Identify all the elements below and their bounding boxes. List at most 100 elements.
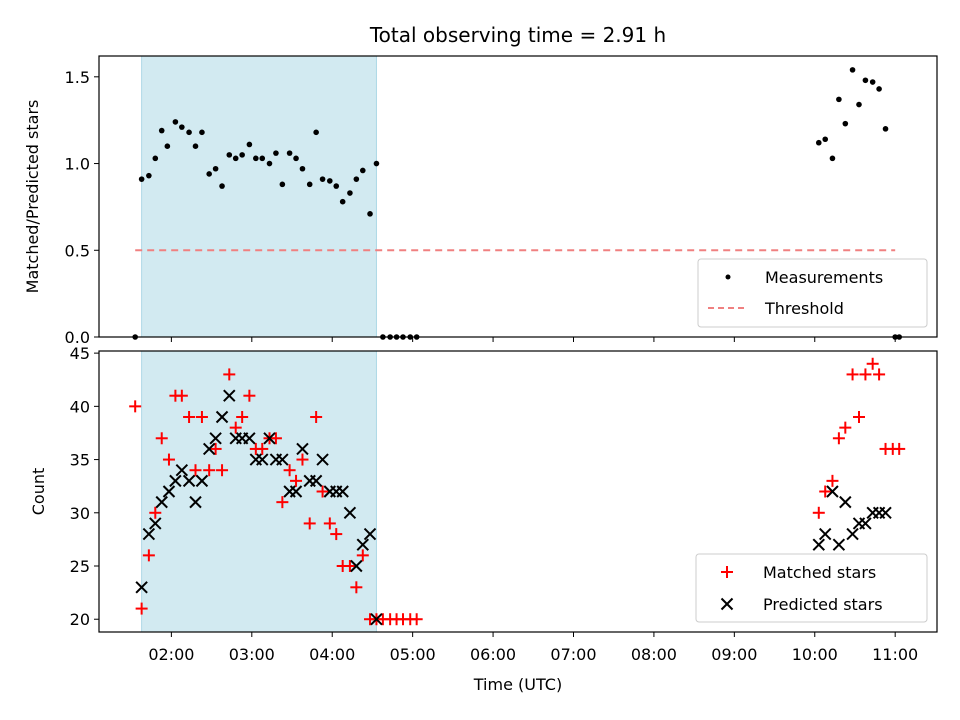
predicted-star-point: [309, 474, 323, 488]
y-tick-label: 1.5: [65, 68, 90, 87]
legend-matched-marker: [721, 566, 733, 578]
measurement-point: [333, 183, 340, 189]
x-tick-label: 10:00: [792, 645, 838, 664]
x-tick-label: 08:00: [631, 645, 677, 664]
count-panel: 20 25 30 35 40 45 02:00 03:00 04:00 05:00 06:00 07…: [29, 344, 938, 694]
measurement-point: [199, 129, 205, 136]
predicted-star-point: [243, 432, 256, 445]
count-panel-ylabel: Count: [29, 468, 48, 516]
measurement-point: [259, 155, 266, 162]
measurement-point: [353, 176, 360, 182]
measurement-point: [856, 101, 862, 108]
measurement-point: [212, 165, 219, 172]
predicted-star-point: [223, 389, 236, 402]
measurement-point: [164, 143, 171, 149]
x-axis-label: Time (UTC): [473, 675, 562, 694]
matched-star-point: [859, 368, 872, 381]
predicted-star-point: [336, 485, 349, 498]
measurement-point: [206, 171, 212, 177]
matched-star-point: [819, 485, 832, 498]
matched-star-point: [183, 410, 196, 423]
matched-star-point: [135, 602, 148, 615]
predicted-star-point: [859, 517, 872, 530]
predicted-star-point: [276, 453, 289, 466]
matched-star-point: [873, 368, 886, 381]
matched-star-point: [229, 421, 242, 434]
measurement-point: [869, 79, 876, 85]
x-tick-label: 04:00: [309, 645, 355, 664]
measurement-point: [306, 181, 313, 188]
legend-predicted-marker: [720, 597, 734, 611]
measurement-point: [299, 165, 306, 172]
y-tick-label: 0.0: [65, 328, 90, 347]
measurement-point: [186, 129, 192, 136]
y-tick-label: 25: [70, 557, 90, 576]
matched-star-point: [290, 474, 303, 487]
measurement-point: [152, 155, 159, 162]
matched-star-point: [316, 485, 329, 498]
measurement-point: [829, 155, 836, 162]
legend-measurement-marker: [725, 274, 731, 280]
predicted-star-point: [215, 410, 229, 424]
matched-star-point: [236, 410, 249, 423]
matched-star-point: [310, 410, 323, 423]
count-panel-legend: Matched stars Predicted stars: [695, 553, 928, 623]
matched-star-point: [223, 368, 236, 381]
measurement-point: [862, 77, 869, 84]
measurement-point: [253, 155, 259, 162]
matched-star-point: [155, 432, 168, 445]
predicted-star-point: [343, 506, 357, 519]
measurement-point: [882, 126, 889, 132]
matched-star-point: [893, 442, 906, 455]
measurement-point: [876, 86, 882, 92]
matched-star-point: [852, 410, 865, 423]
legend-matched-plus: [721, 566, 733, 578]
y-tick-label: 20: [70, 610, 90, 629]
matched-star-point: [303, 517, 316, 530]
matched-star-point: [826, 474, 839, 487]
matched-star-point: [129, 400, 142, 413]
legend-matched-label: Matched stars: [763, 563, 876, 582]
x-tick-label: 07:00: [550, 645, 596, 664]
predicted-star-point: [839, 495, 852, 509]
measurement-point: [158, 127, 165, 134]
measurement-point: [146, 172, 152, 179]
observing-window-shade-bottom: [141, 350, 377, 633]
x-tick-label: 02:00: [148, 645, 194, 664]
predicted-star-point: [149, 517, 162, 530]
measurement-point: [172, 119, 179, 125]
legend-predicted-label: Predicted stars: [763, 595, 883, 614]
predicted-star-points: [135, 389, 892, 626]
matched-star-points: [129, 357, 906, 626]
predicted-star-point: [202, 442, 216, 456]
predicted-star-point: [370, 613, 383, 626]
predicted-star-point: [162, 485, 176, 498]
ratio-panel-ylabel: Matched/Predicted stars: [23, 100, 42, 294]
measurement-point: [226, 152, 233, 158]
matched-star-point: [203, 464, 216, 477]
x-tick-label: 05:00: [390, 645, 436, 664]
measurement-point: [367, 211, 373, 217]
count-panel-frame: [98, 350, 938, 633]
matched-star-point: [866, 357, 879, 370]
predicted-star-point: [832, 538, 846, 551]
matched-star-point: [142, 549, 155, 562]
measurement-point: [219, 183, 225, 189]
matched-star-point: [323, 517, 336, 530]
predicted-star-point: [256, 453, 269, 466]
predicted-star-point: [189, 495, 202, 509]
measurement-point: [836, 96, 842, 103]
measurement-point: [273, 150, 279, 156]
matched-star-point: [350, 581, 363, 594]
measurement-point: [359, 167, 366, 174]
measurement-point: [232, 155, 239, 162]
predicted-star-point: [296, 442, 309, 456]
predicted-star-point: [169, 474, 182, 488]
matched-star-point: [832, 432, 845, 445]
predicted-star-point: [316, 453, 329, 466]
chart-title: Total observing time = 2.91 h: [369, 23, 666, 47]
measurement-point: [347, 190, 353, 196]
measurement-point: [313, 129, 319, 136]
matched-star-point: [283, 464, 296, 477]
